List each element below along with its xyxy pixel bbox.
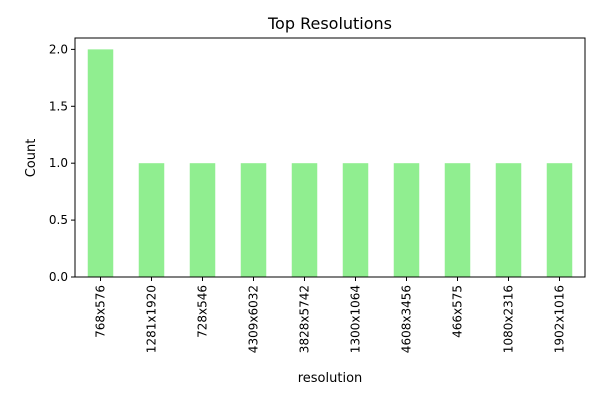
x-axis: 768x576 1281x1920 728x546 4309x6032 3828x574… — [94, 277, 567, 353]
x-tick-label: 466x575 — [451, 285, 465, 338]
y-tick-label: 2.0 — [49, 42, 68, 56]
x-tick-label: 768x576 — [94, 285, 108, 338]
x-tick-label: 1902x1016 — [553, 285, 567, 353]
y-axis-label: Count — [24, 139, 39, 178]
bar — [444, 163, 471, 277]
bar — [495, 163, 522, 277]
x-tick-label: 1080x2316 — [502, 285, 516, 353]
x-tick-label: 4608x3456 — [400, 285, 414, 353]
bar — [546, 163, 573, 277]
x-tick-label: 4309x6032 — [247, 285, 261, 353]
bar — [87, 49, 114, 277]
x-axis-label: resolution — [298, 371, 363, 386]
y-tick-label: 0.5 — [49, 213, 68, 227]
x-tick-label: 3828x5742 — [298, 285, 312, 353]
y-tick-label: 1.0 — [49, 156, 68, 170]
y-tick-label: 0.0 — [49, 270, 68, 284]
bar — [291, 163, 318, 277]
plot-frame — [74, 37, 586, 278]
plot-area — [74, 37, 586, 278]
bars-layer — [87, 49, 573, 277]
y-tick-label: 1.5 — [49, 99, 68, 113]
x-tick-label: 1300x1064 — [349, 285, 363, 353]
x-tick-label: 728x546 — [196, 285, 210, 338]
bar — [393, 163, 420, 277]
x-tick-label: 1281x1920 — [145, 285, 159, 353]
bar — [342, 163, 369, 277]
bar — [189, 163, 216, 277]
bar — [240, 163, 267, 277]
chart-title: Top Resolutions — [267, 14, 392, 33]
y-axis: 0.0 0.5 1.0 1.5 2.0 — [49, 42, 75, 284]
bar — [138, 163, 165, 277]
